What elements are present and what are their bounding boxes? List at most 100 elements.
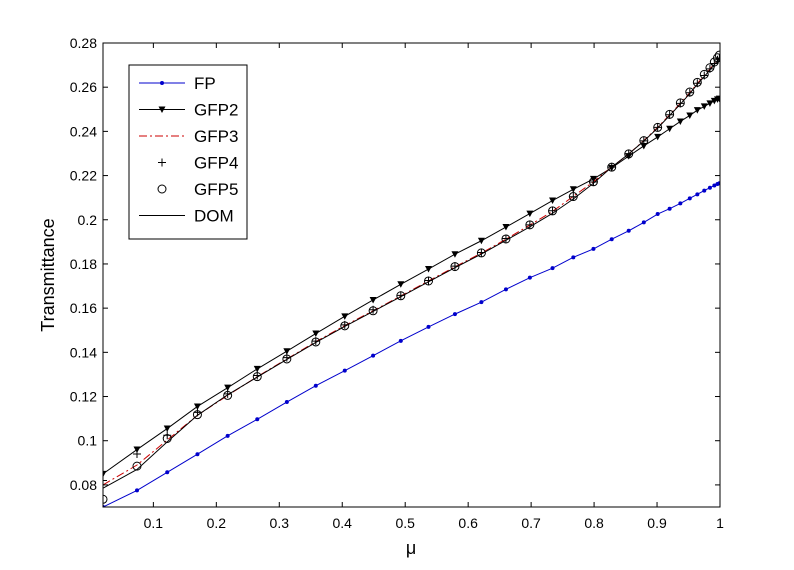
data-point-dot	[398, 338, 403, 343]
data-point-triangle	[654, 133, 662, 141]
data-point-dot	[678, 201, 683, 206]
data-point-triangle	[526, 210, 534, 218]
data-point-triangle	[341, 313, 349, 320]
legend-label: FP	[194, 74, 216, 93]
y-tick-label: 0.12	[70, 389, 97, 405]
data-point-circle	[282, 354, 292, 364]
data-point-dot	[707, 185, 712, 190]
y-tick-label: 0.16	[70, 300, 97, 316]
legend-label: DOM	[194, 207, 234, 226]
data-point-circle	[340, 321, 350, 331]
x-tick-label: 0.5	[395, 515, 415, 531]
legend-entry-gfp3: GFP3	[139, 127, 238, 146]
data-point-dot	[626, 228, 631, 233]
data-point-triangle	[103, 470, 107, 478]
data-point-triangle	[451, 251, 459, 258]
y-tick-label: 0.22	[70, 168, 97, 184]
x-tick-label: 0.9	[647, 515, 667, 531]
y-axis-label: Transmittance	[38, 218, 58, 331]
data-point-triangle	[253, 365, 261, 373]
data-point-dot	[687, 196, 692, 201]
x-tick-label: 1	[716, 515, 724, 531]
data-point-dot	[641, 220, 646, 225]
data-point-dot	[695, 192, 700, 197]
y-tick-label: 0.14	[70, 344, 97, 360]
data-point-circle	[699, 69, 709, 79]
data-point-circle	[223, 390, 233, 400]
legend-entry-dom: DOM	[139, 207, 234, 226]
data-point-circle	[157, 184, 167, 194]
data-point-circle	[705, 63, 715, 73]
series-layer	[103, 50, 720, 507]
x-tick-label: 0.8	[584, 515, 604, 531]
y-tick-label: 0.08	[70, 477, 97, 493]
data-point-circle	[311, 337, 321, 347]
data-point-triangle	[715, 95, 720, 103]
data-point-dot	[371, 353, 376, 358]
data-point-dot	[165, 470, 170, 475]
y-tick-label: 0.2	[78, 212, 98, 228]
data-point-triangle	[158, 106, 166, 113]
legend-label: GFP4	[194, 154, 238, 173]
legend-entry-fp: FP	[139, 74, 216, 93]
series-line-dom	[103, 58, 720, 489]
data-point-circle	[665, 109, 675, 119]
data-point-triangle	[686, 112, 694, 119]
data-point-circle	[423, 276, 433, 286]
x-axis-label: μ	[406, 538, 416, 558]
legend: FP GFP2 GFP3 GFP4 GFP5 DOM	[128, 64, 248, 240]
legend-entry-gfp2: GFP2	[139, 101, 238, 120]
data-point-triangle	[676, 118, 684, 125]
data-point-triangle	[424, 266, 432, 273]
data-point-plus	[685, 88, 694, 97]
y-tick-label: 0.26	[70, 79, 97, 95]
data-point-triangle	[502, 224, 510, 231]
series-fp	[103, 181, 720, 507]
data-point-dot	[712, 183, 717, 188]
data-point-dot	[717, 181, 720, 186]
legend-label: GFP5	[194, 180, 238, 199]
data-point-dot	[134, 488, 139, 493]
data-point-dot	[571, 255, 576, 260]
data-point-triangle	[693, 107, 701, 114]
data-point-circle	[192, 410, 202, 420]
data-point-triangle	[549, 197, 557, 205]
x-tick-label: 0.2	[207, 515, 227, 531]
legend-box	[128, 64, 248, 240]
data-point-plus	[103, 476, 107, 485]
data-point-dot	[342, 368, 347, 373]
data-point-plus	[589, 177, 598, 186]
data-point-triangle	[569, 186, 577, 193]
data-point-dot	[609, 237, 614, 242]
data-point-circle	[607, 162, 617, 172]
data-point-triangle	[133, 446, 141, 454]
data-point-circle	[476, 248, 486, 258]
data-point-triangle	[477, 237, 485, 245]
data-point-dot	[591, 246, 596, 251]
data-point-circle	[685, 87, 695, 97]
data-point-dot	[426, 324, 431, 329]
data-point-triangle	[666, 125, 674, 133]
data-point-plus	[158, 158, 166, 167]
data-point-triangle	[369, 296, 377, 304]
x-tick-label: 0.4	[333, 515, 353, 531]
data-point-dot	[667, 206, 672, 211]
data-point-circle	[252, 372, 262, 382]
axes-layer: 0.1 0.2 0.3 0.4 0.5 0.6 0.7 0.8 0.9 1 0.08 0.1 0.12 0…	[70, 35, 724, 531]
data-point-triangle	[706, 100, 714, 107]
x-tick-label: 0.6	[458, 515, 478, 531]
data-point-circle	[396, 291, 406, 301]
data-point-dot	[313, 383, 318, 388]
data-point-circle	[692, 77, 702, 87]
y-tick-label: 0.1	[78, 433, 98, 449]
data-point-triangle	[193, 403, 201, 410]
legend-label: GFP2	[194, 101, 238, 120]
data-point-circle	[450, 262, 460, 272]
data-point-dot	[195, 452, 200, 457]
data-point-dot	[702, 188, 707, 193]
data-point-dot	[160, 81, 164, 85]
series-gfp5	[103, 50, 720, 504]
data-point-dot	[503, 287, 508, 292]
series-dom	[103, 58, 720, 489]
